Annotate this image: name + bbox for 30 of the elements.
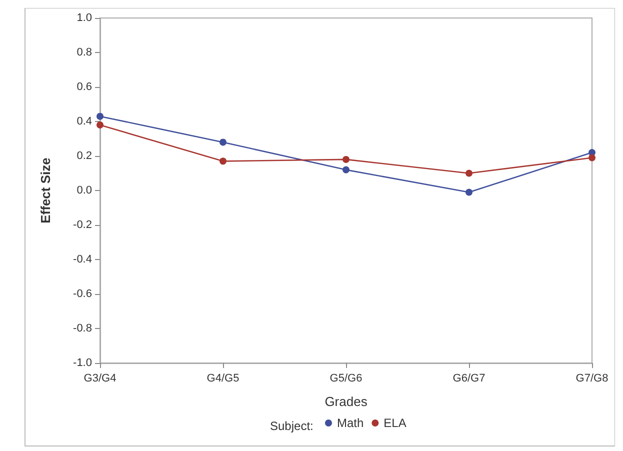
x-tick-label: G7/G8 xyxy=(576,372,608,384)
point xyxy=(342,156,350,163)
x-tick-label: G6/G7 xyxy=(452,372,486,384)
point xyxy=(220,138,226,146)
y-tick-label: 1.0 xyxy=(76,12,92,24)
y-tick-label: 0.2 xyxy=(76,150,92,162)
y-tick-label: -0.6 xyxy=(73,288,92,300)
point xyxy=(588,154,596,162)
y-axis-title: Effect Size xyxy=(38,158,53,224)
point xyxy=(466,170,472,177)
point xyxy=(96,112,104,120)
y-tick-label: -0.2 xyxy=(73,219,92,231)
legend-title: Subject: xyxy=(270,419,314,433)
y-tick-label: -1.0 xyxy=(73,357,92,369)
y-tick-label: 0.4 xyxy=(76,116,92,128)
y-tick-label: 0.6 xyxy=(76,81,92,93)
point xyxy=(220,158,226,165)
legend-label: ELA xyxy=(384,416,406,430)
x-tick-label: G4/G5 xyxy=(206,372,240,384)
x-axis-title: Grades xyxy=(324,394,368,409)
y-tick-label: 0.0 xyxy=(76,184,92,196)
y-tick-label: -0.8 xyxy=(73,322,92,334)
y-tick-label: -0.4 xyxy=(73,254,92,266)
y-tick-label: 0.8 xyxy=(76,46,92,58)
point xyxy=(96,121,104,128)
point xyxy=(466,188,472,196)
point xyxy=(342,166,350,174)
legend-label: Math xyxy=(337,416,364,430)
x-tick-label: G3/G4 xyxy=(84,372,116,384)
x-tick-label: G5/G6 xyxy=(330,372,362,384)
